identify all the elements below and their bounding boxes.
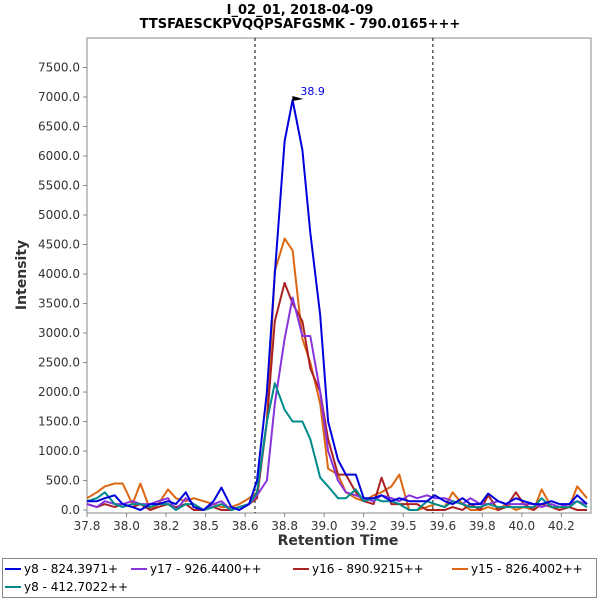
x-tick-label: 38.2 bbox=[153, 519, 180, 533]
x-tick-label: 39.5 bbox=[390, 519, 417, 533]
y-tick-label: 500.0 bbox=[46, 474, 80, 488]
series-lines bbox=[86, 99, 588, 511]
y-axis-label: Intensity bbox=[14, 240, 30, 310]
x-axis-label: Retention Time bbox=[278, 533, 399, 549]
y-tick-label: 6500.0 bbox=[38, 120, 80, 134]
y-tick-label: 7500.0 bbox=[38, 61, 80, 75]
legend-swatch bbox=[5, 568, 21, 570]
x-tick-label: 37.8 bbox=[74, 519, 101, 533]
y-tick-label: 3500.0 bbox=[38, 297, 80, 311]
series-line bbox=[86, 382, 588, 511]
y-tick-label: 4500.0 bbox=[38, 238, 80, 252]
y-tick-label: 6000.0 bbox=[38, 149, 80, 163]
legend-item: y17 - 926.4400++ bbox=[131, 562, 262, 576]
x-tick-label: 40.2 bbox=[548, 519, 575, 533]
legend-label: y16 - 890.9215++ bbox=[312, 562, 424, 576]
legend-item: y16 - 890.9215++ bbox=[293, 562, 424, 576]
y-tick-label: 1500.0 bbox=[38, 415, 80, 429]
legend-swatch bbox=[131, 568, 147, 570]
chart-title: I_02_01, 2018-04-09 bbox=[227, 3, 374, 18]
y-tick-label: 4000.0 bbox=[38, 267, 80, 281]
legend-swatch bbox=[5, 586, 21, 588]
y-tick-label: 2000.0 bbox=[38, 385, 80, 399]
legend-label: y15 - 826.4002++ bbox=[471, 562, 583, 576]
legend-label: y8 - 824.3971+ bbox=[24, 562, 119, 576]
chart-legend: y8 - 824.3971+ y17 - 926.4400++ y16 - 890.… bbox=[2, 558, 597, 598]
x-tick-label: 39.0 bbox=[311, 519, 338, 533]
axis-ticks: 0.0 500.0 1000.0 1500.0 2000.0 2500.0 3000.0 35… bbox=[38, 61, 575, 533]
x-tick-label: 38.0 bbox=[113, 519, 140, 533]
legend-item: y15 - 826.4002++ bbox=[452, 562, 583, 576]
x-tick-label: 38.8 bbox=[271, 519, 298, 533]
y-tick-label: 3000.0 bbox=[38, 326, 80, 340]
peak-label: 38.9 bbox=[300, 85, 325, 98]
legend-item: y8 - 412.7022++ bbox=[5, 580, 128, 594]
x-tick-label: 39.8 bbox=[469, 519, 496, 533]
plot-area bbox=[86, 37, 592, 514]
legend-label: y17 - 926.4400++ bbox=[150, 562, 262, 576]
y-tick-label: 2500.0 bbox=[38, 356, 80, 370]
legend-item: y8 - 824.3971+ bbox=[5, 562, 118, 576]
peak-marker-icon bbox=[292, 95, 304, 101]
series-line bbox=[87, 99, 588, 511]
y-tick-label: 5000.0 bbox=[38, 208, 80, 222]
legend-swatch bbox=[452, 568, 468, 570]
y-tick-label: 7000.0 bbox=[38, 90, 80, 104]
x-tick-label: 39.2 bbox=[350, 519, 377, 533]
chart-subtitle: TTSFAESCKPVQQPSAFGSMK - 790.0165+++ bbox=[140, 17, 461, 32]
y-tick-label: 5500.0 bbox=[38, 179, 80, 193]
x-tick-label: 39.6 bbox=[429, 519, 456, 533]
x-tick-label: 38.5 bbox=[192, 519, 219, 533]
y-tick-label: 1000.0 bbox=[38, 444, 80, 458]
peak-annotation: 38.9 bbox=[292, 85, 325, 101]
legend-label: y8 - 412.7022++ bbox=[24, 580, 129, 594]
legend-swatch bbox=[293, 568, 309, 570]
y-tick-label: 0.0 bbox=[61, 503, 80, 517]
x-tick-label: 40.0 bbox=[508, 519, 535, 533]
integration-boundaries bbox=[254, 38, 434, 513]
x-tick-label: 38.6 bbox=[232, 519, 259, 533]
